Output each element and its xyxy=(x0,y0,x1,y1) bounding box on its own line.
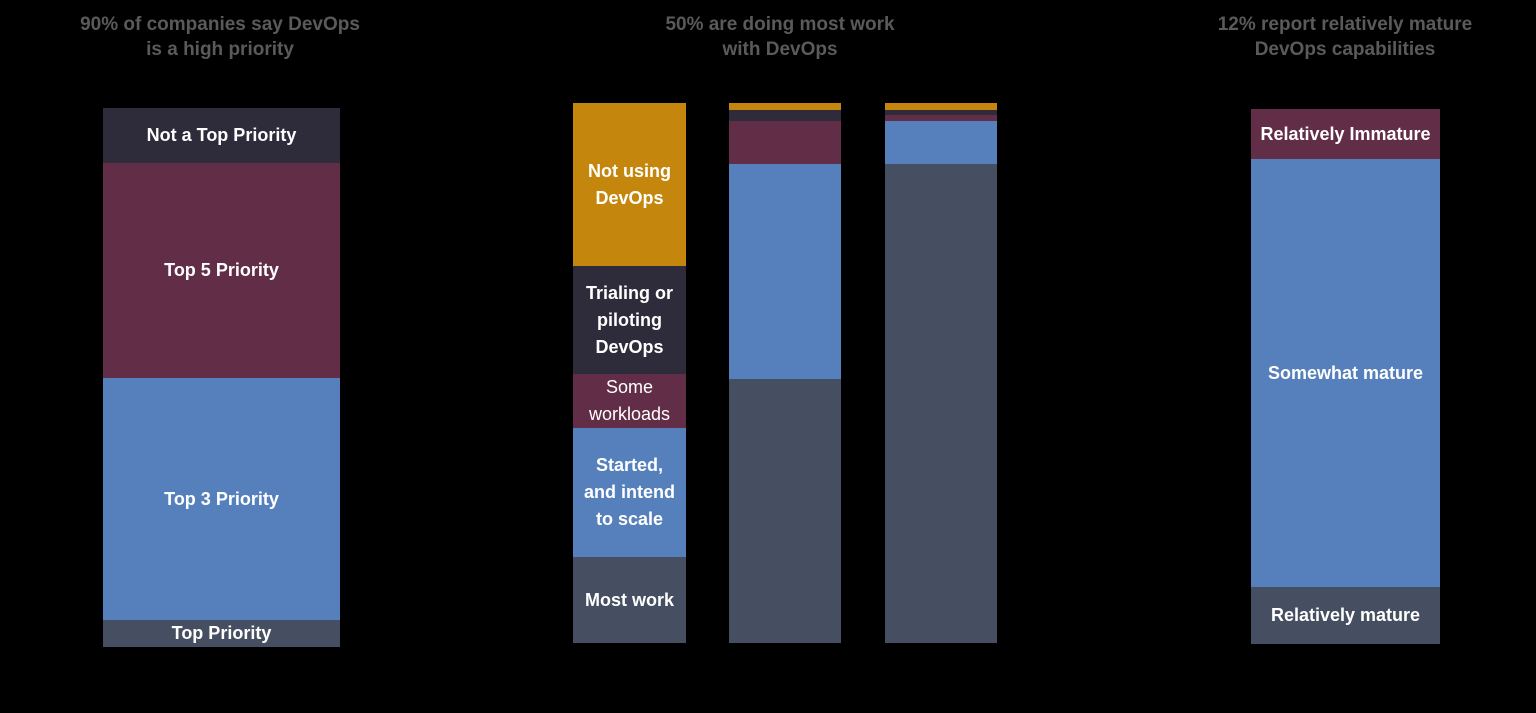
bar-maturity: Relatively Immature Somewhat mature Rela… xyxy=(1251,109,1440,644)
bar-priority: Not a Top Priority Top 5 Priority Top 3 … xyxy=(103,108,340,647)
chart-title-adoption: 50% are doing most work with DevOps xyxy=(665,14,895,60)
segment-most-work xyxy=(885,164,997,643)
bar-adoption-2 xyxy=(729,103,841,643)
segment-label: Trialing or piloting DevOps xyxy=(585,282,673,357)
segment-trialing-devops xyxy=(729,110,841,121)
segment-started-intend-scale xyxy=(885,121,997,164)
segment-trialing-devops: Trialing or piloting DevOps xyxy=(573,266,686,374)
segment-somewhat-mature: Somewhat mature xyxy=(1251,159,1440,587)
chart-title-maturity: 12% report relatively mature DevOps capa… xyxy=(1217,14,1473,60)
segment-top-priority: Top Priority xyxy=(103,620,340,647)
segment-relatively-immature: Relatively Immature xyxy=(1251,109,1440,159)
segment-some-workloads xyxy=(885,115,997,121)
segment-label: Not using DevOps xyxy=(588,160,671,208)
segment-label: Relatively Immature xyxy=(1260,123,1431,144)
segment-most-work: Most work xyxy=(573,557,686,643)
bar-adoption-3 xyxy=(885,103,997,643)
segment-trialing-devops xyxy=(885,110,997,115)
segment-label: Top 3 Priority xyxy=(164,488,279,509)
segment-relatively-mature: Relatively mature xyxy=(1251,587,1440,644)
segment-label: Top 5 Priority xyxy=(164,260,279,280)
bar-adoption-overall: Not using DevOps Trialing or piloting De… xyxy=(573,103,686,643)
segment-not-using-devops: Not using DevOps xyxy=(573,103,686,266)
segment-started-intend-scale xyxy=(729,164,841,379)
segment-not-using-devops xyxy=(729,103,841,110)
segment-label: Not a Top Priority xyxy=(146,125,297,145)
chart-title-priority: 90% of companies say DevOps is a high pr… xyxy=(80,14,360,60)
segment-top-3-priority: Top 3 Priority xyxy=(103,378,340,620)
segment-top-5-priority: Top 5 Priority xyxy=(103,163,340,378)
segment-label: Top Priority xyxy=(171,623,272,643)
segment-most-work xyxy=(729,379,841,643)
segment-label: Relatively mature xyxy=(1270,605,1421,625)
segment-started-intend-scale: Started, and intend to scale xyxy=(573,428,686,557)
segment-some-workloads xyxy=(729,121,841,164)
segment-not-top-priority: Not a Top Priority xyxy=(103,108,340,163)
segment-not-using-devops xyxy=(885,103,997,110)
segment-some-workloads: Some workloads xyxy=(573,374,686,428)
segment-label: Some workloads xyxy=(588,377,671,424)
segment-label: Most work xyxy=(584,589,674,610)
segment-label: Started, and intend to scale xyxy=(584,455,675,529)
segment-label: Somewhat mature xyxy=(1267,362,1424,383)
